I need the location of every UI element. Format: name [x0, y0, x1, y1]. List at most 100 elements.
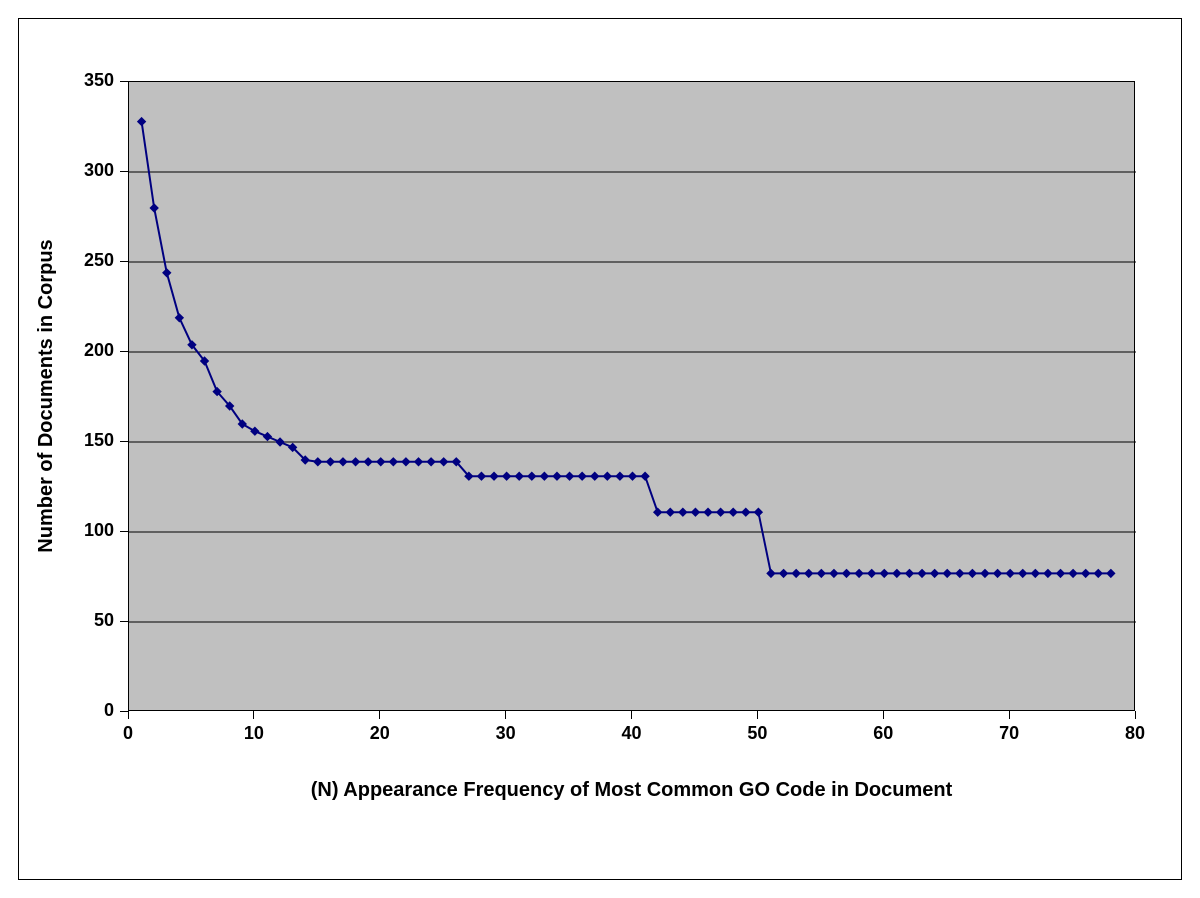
x-tick-label: 70 [989, 723, 1029, 744]
data-marker [905, 569, 913, 577]
x-tick [1135, 711, 1136, 719]
data-marker [842, 569, 850, 577]
data-marker [503, 472, 511, 480]
data-marker [377, 458, 385, 466]
data-marker [1107, 569, 1115, 577]
y-tick [120, 81, 128, 82]
data-marker [868, 569, 876, 577]
y-tick [120, 711, 128, 712]
y-tick-label: 250 [19, 250, 114, 271]
data-marker [805, 569, 813, 577]
y-tick [120, 621, 128, 622]
y-tick-label: 150 [19, 430, 114, 451]
x-tick-label: 80 [1115, 723, 1155, 744]
data-marker [918, 569, 926, 577]
data-marker [364, 458, 372, 466]
data-marker [326, 458, 334, 466]
y-tick-label: 100 [19, 520, 114, 541]
data-marker [1082, 569, 1090, 577]
data-marker [314, 458, 322, 466]
data-marker [729, 508, 737, 516]
data-marker [477, 472, 485, 480]
data-marker [767, 569, 775, 577]
data-marker [150, 204, 158, 212]
data-marker [1031, 569, 1039, 577]
y-tick-label: 350 [19, 70, 114, 91]
x-tick-label: 40 [612, 723, 652, 744]
data-marker [654, 508, 662, 516]
data-marker [402, 458, 410, 466]
data-marker [352, 458, 360, 466]
data-marker [566, 472, 574, 480]
data-marker [629, 472, 637, 480]
x-tick-label: 30 [486, 723, 526, 744]
data-marker [1056, 569, 1064, 577]
y-tick [120, 171, 128, 172]
x-tick [253, 711, 254, 719]
data-marker [339, 458, 347, 466]
data-marker [704, 508, 712, 516]
data-marker [616, 472, 624, 480]
data-marker [515, 472, 523, 480]
data-marker [931, 569, 939, 577]
data-marker [528, 472, 536, 480]
data-marker [691, 508, 699, 516]
x-tick-label: 60 [863, 723, 903, 744]
data-marker [893, 569, 901, 577]
data-marker [251, 427, 259, 435]
y-tick-label: 50 [19, 610, 114, 631]
data-marker [138, 118, 146, 126]
data-marker [163, 269, 171, 277]
data-marker [880, 569, 888, 577]
data-marker [263, 433, 271, 441]
data-marker [792, 569, 800, 577]
y-tick-label: 0 [19, 700, 114, 721]
data-marker [641, 472, 649, 480]
x-axis-title: (N) Appearance Frequency of Most Common … [128, 779, 1135, 802]
data-marker [780, 569, 788, 577]
x-tick [505, 711, 506, 719]
x-tick-label: 0 [108, 723, 148, 744]
chart-outer-frame: (N) Appearance Frequency of Most Common … [18, 18, 1182, 880]
y-tick [120, 441, 128, 442]
chart-svg [129, 82, 1136, 712]
data-marker [276, 438, 284, 446]
data-marker [830, 569, 838, 577]
data-marker [553, 472, 561, 480]
data-marker [666, 508, 674, 516]
data-marker [578, 472, 586, 480]
x-tick [128, 711, 129, 719]
data-marker [591, 472, 599, 480]
y-tick [120, 531, 128, 532]
data-marker [1019, 569, 1027, 577]
y-tick [120, 261, 128, 262]
data-marker [415, 458, 423, 466]
y-tick-label: 200 [19, 340, 114, 361]
plot-area [128, 81, 1135, 711]
x-tick-label: 20 [360, 723, 400, 744]
data-marker [1069, 569, 1077, 577]
data-marker [943, 569, 951, 577]
data-marker [754, 508, 762, 516]
data-marker [717, 508, 725, 516]
data-marker [968, 569, 976, 577]
data-marker [427, 458, 435, 466]
data-marker [175, 314, 183, 322]
data-marker [440, 458, 448, 466]
y-tick [120, 351, 128, 352]
x-tick [757, 711, 758, 719]
data-marker [1006, 569, 1014, 577]
x-tick [1009, 711, 1010, 719]
y-tick-label: 300 [19, 160, 114, 181]
data-marker [490, 472, 498, 480]
data-marker [956, 569, 964, 577]
x-tick [883, 711, 884, 719]
data-marker [742, 508, 750, 516]
x-tick [631, 711, 632, 719]
data-marker [389, 458, 397, 466]
data-marker [1044, 569, 1052, 577]
data-marker [603, 472, 611, 480]
data-marker [817, 569, 825, 577]
x-tick-label: 10 [234, 723, 274, 744]
x-tick [379, 711, 380, 719]
